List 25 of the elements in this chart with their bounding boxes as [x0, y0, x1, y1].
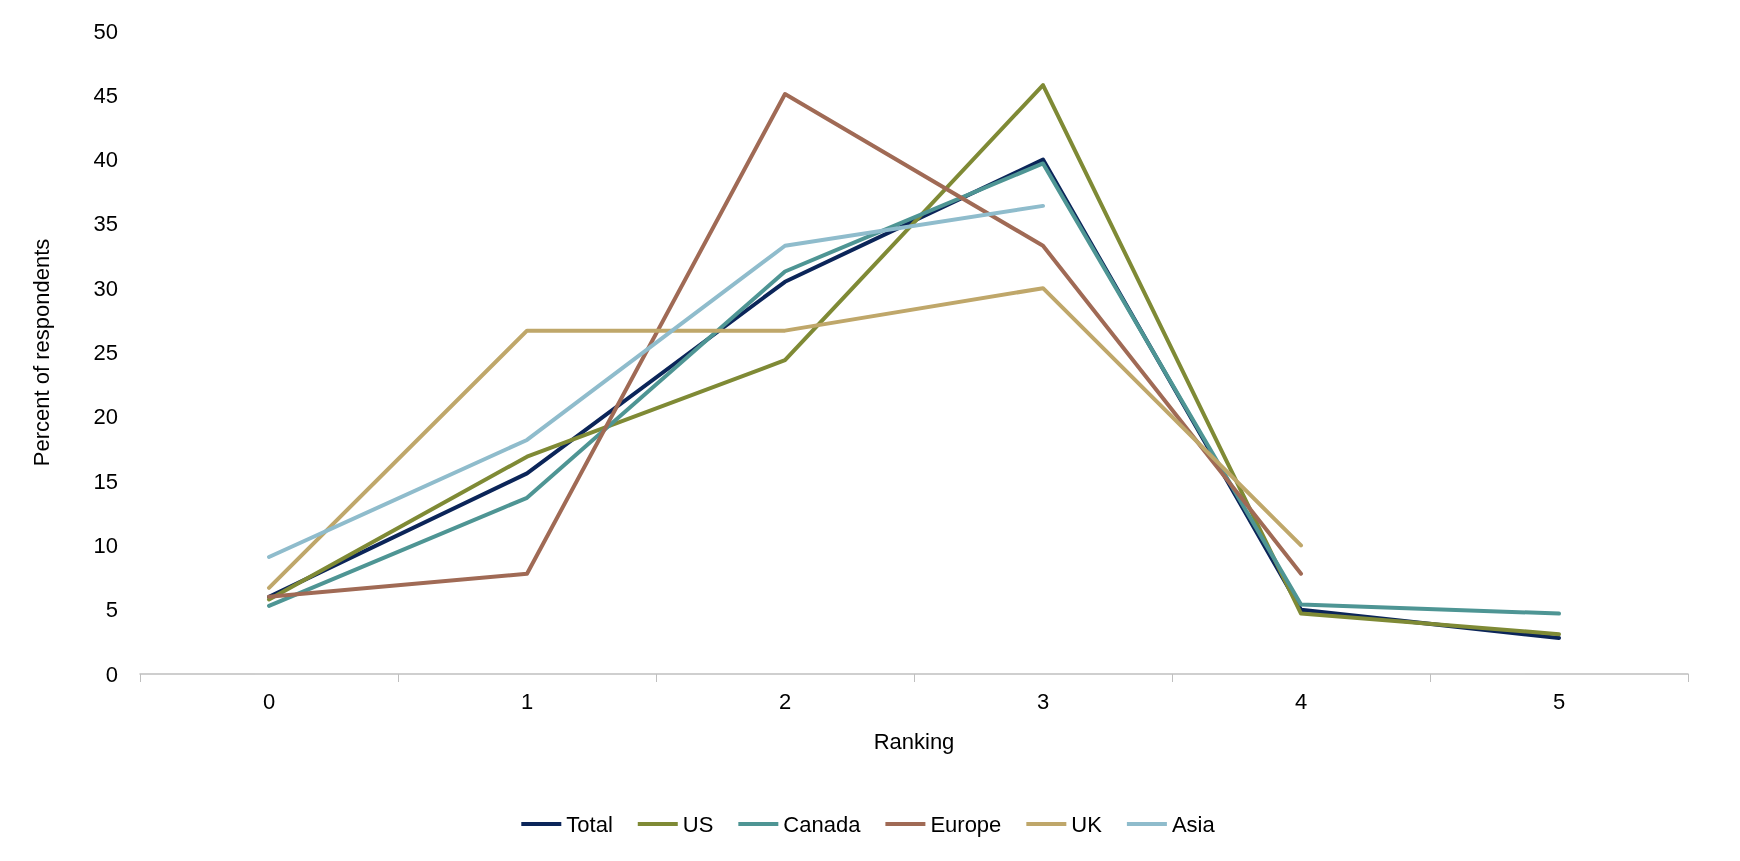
- x-axis-title: Ranking: [873, 728, 955, 754]
- y-axis-title: Percent of respondents: [28, 238, 54, 467]
- legend-label: UK: [1071, 811, 1103, 837]
- y-tick-label: 30: [93, 275, 118, 301]
- y-tick-label: 40: [93, 147, 118, 173]
- x-tick-label: 5: [1552, 688, 1566, 714]
- y-tick-label: 25: [93, 340, 118, 365]
- y-tick-label: 20: [93, 404, 118, 430]
- legend-label: US: [682, 811, 714, 837]
- y-tick-label: 35: [93, 211, 118, 237]
- y-tick-label: 5: [105, 597, 118, 623]
- y-tick-label: 45: [93, 82, 118, 108]
- legend-label: Asia: [1171, 811, 1216, 837]
- legend-label: Canada: [783, 811, 862, 837]
- y-tick-label: 50: [93, 18, 118, 44]
- legend-label: Total: [566, 811, 613, 837]
- x-tick-label: 4: [1294, 688, 1308, 714]
- x-tick-label: 3: [1036, 688, 1050, 714]
- x-tick-label: 1: [520, 688, 534, 714]
- y-tick-label: 15: [93, 468, 118, 494]
- y-tick-label: 0: [105, 661, 118, 687]
- y-tick-label: 10: [93, 532, 118, 558]
- x-tick-label: 0: [262, 688, 276, 714]
- legend-label: Europe: [930, 811, 1002, 837]
- x-tick-label: 2: [778, 688, 792, 714]
